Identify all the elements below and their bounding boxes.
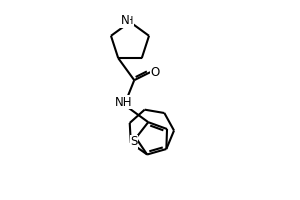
Text: N: N [121,15,129,27]
Text: S: S [130,135,138,148]
Text: O: O [151,66,160,79]
Text: H: H [126,16,134,26]
Text: NH: NH [115,96,132,109]
